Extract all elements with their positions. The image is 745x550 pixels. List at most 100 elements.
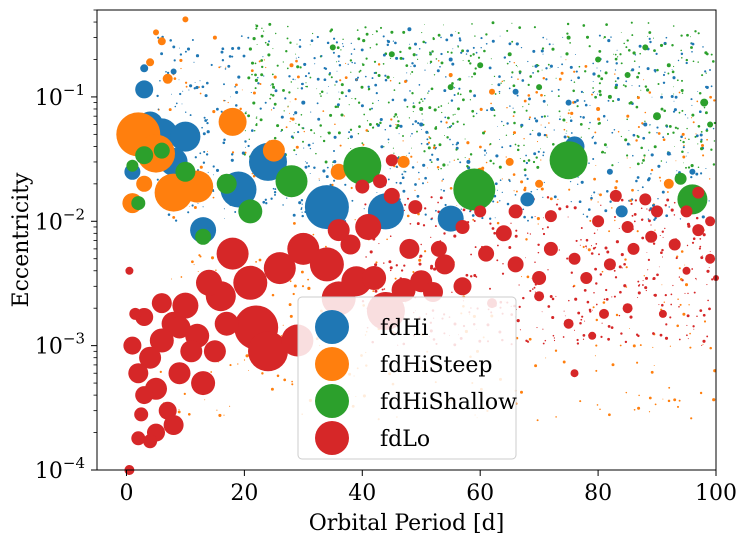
background-point xyxy=(673,214,676,216)
background-point xyxy=(547,104,548,106)
background-point xyxy=(371,102,374,105)
background-point xyxy=(592,87,594,89)
background-point xyxy=(570,132,573,134)
background-point xyxy=(446,51,449,53)
background-point xyxy=(614,73,616,75)
background-point xyxy=(529,233,532,235)
background-point xyxy=(614,85,618,90)
background-point xyxy=(426,138,429,141)
background-point xyxy=(474,67,477,70)
background-point xyxy=(529,116,531,119)
background-point xyxy=(410,155,413,158)
background-point xyxy=(379,117,383,122)
background-point xyxy=(333,37,336,40)
data-point xyxy=(248,331,288,372)
background-point xyxy=(294,111,298,115)
background-point xyxy=(611,131,614,134)
background-point xyxy=(542,196,544,198)
background-point xyxy=(697,61,699,63)
background-point xyxy=(500,82,502,84)
background-point xyxy=(383,146,385,148)
background-point xyxy=(301,214,304,218)
background-point xyxy=(459,93,462,96)
background-point xyxy=(535,90,539,94)
background-point xyxy=(521,79,525,82)
background-point xyxy=(661,93,663,95)
background-point xyxy=(457,45,460,48)
background-point xyxy=(263,75,265,77)
background-point xyxy=(653,145,657,149)
background-point xyxy=(612,100,615,103)
data-point xyxy=(388,51,395,58)
background-point xyxy=(592,62,595,65)
background-point xyxy=(680,89,684,92)
background-point xyxy=(381,288,384,291)
background-point xyxy=(585,245,587,248)
background-point xyxy=(199,80,201,82)
background-point xyxy=(206,130,210,134)
background-point xyxy=(599,193,602,197)
data-point xyxy=(466,159,471,164)
background-point xyxy=(313,166,316,169)
background-point xyxy=(280,128,284,132)
background-point xyxy=(549,68,551,69)
background-point xyxy=(508,246,512,249)
background-point xyxy=(375,92,378,95)
background-point xyxy=(157,108,160,110)
background-point xyxy=(630,21,633,24)
background-point xyxy=(702,313,706,317)
background-point xyxy=(231,55,234,58)
background-point xyxy=(427,181,429,183)
background-point xyxy=(686,324,688,326)
background-point xyxy=(541,311,543,313)
background-point xyxy=(506,202,510,206)
background-point xyxy=(186,47,191,51)
background-point xyxy=(320,55,323,57)
background-point xyxy=(642,136,646,140)
background-point xyxy=(652,332,655,335)
background-point xyxy=(684,283,689,287)
background-point xyxy=(696,100,699,103)
background-point xyxy=(243,359,246,361)
data-point xyxy=(639,193,652,206)
background-point xyxy=(551,47,555,51)
data-point xyxy=(607,94,612,99)
background-point xyxy=(220,110,223,113)
background-point xyxy=(333,160,337,164)
background-point xyxy=(312,142,314,144)
background-point xyxy=(483,149,487,152)
data-point xyxy=(140,64,149,73)
background-point xyxy=(606,146,608,148)
background-point xyxy=(234,86,236,88)
data-point xyxy=(596,107,601,111)
background-point xyxy=(661,256,664,258)
background-point xyxy=(590,196,593,200)
background-point xyxy=(363,208,365,210)
background-point xyxy=(559,115,561,117)
background-point xyxy=(599,70,602,72)
background-point xyxy=(345,95,348,98)
background-point xyxy=(654,70,657,73)
background-point xyxy=(255,123,258,127)
background-point xyxy=(336,46,340,50)
background-point xyxy=(295,53,297,55)
background-point xyxy=(191,39,194,41)
background-point xyxy=(441,180,443,182)
background-point xyxy=(416,194,420,198)
background-point xyxy=(525,257,527,259)
background-point xyxy=(555,77,557,79)
background-point xyxy=(193,206,197,209)
data-point xyxy=(653,112,661,121)
background-point xyxy=(189,114,192,117)
background-point xyxy=(367,130,369,133)
background-point xyxy=(358,125,361,128)
background-point xyxy=(520,46,523,49)
background-point xyxy=(595,282,598,285)
background-point xyxy=(675,160,677,162)
background-point xyxy=(534,364,538,368)
background-point xyxy=(536,419,539,422)
background-point xyxy=(439,196,443,200)
background-point xyxy=(293,284,297,288)
background-point xyxy=(700,256,704,260)
background-point xyxy=(225,66,227,68)
